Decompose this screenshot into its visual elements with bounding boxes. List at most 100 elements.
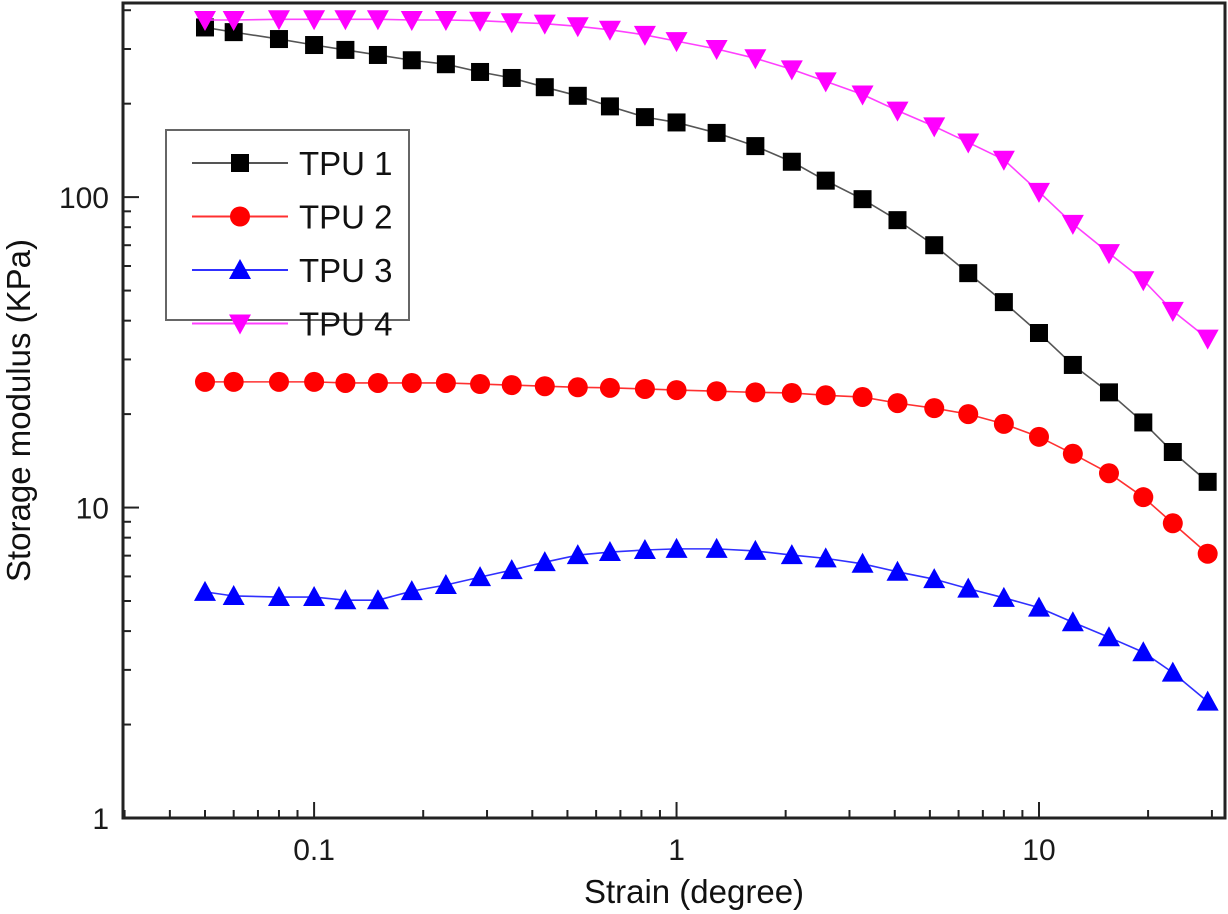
series-tpu-1 (195, 18, 1217, 491)
series-line (204, 548, 1209, 703)
data-point (1197, 543, 1218, 564)
legend-label: TPU 1 (299, 145, 393, 182)
data-point (223, 371, 244, 392)
series-tpu-2 (194, 371, 1218, 564)
data-point (633, 25, 656, 46)
y-tick-label: 10 (76, 493, 109, 526)
axes-layer (123, 9, 1213, 819)
data-point (335, 372, 356, 393)
data-point (566, 17, 589, 38)
data-point (1196, 329, 1219, 350)
data-point (888, 211, 907, 230)
y-tick-label: 100 (59, 182, 109, 215)
data-point (1027, 182, 1050, 203)
data-point (705, 537, 728, 558)
y-tick-label: 1 (92, 803, 109, 836)
series-line (204, 381, 1209, 555)
data-point (334, 589, 357, 610)
data-point (500, 559, 523, 580)
data-point (1097, 244, 1120, 265)
data-point (1062, 443, 1083, 464)
data-point (993, 413, 1014, 434)
legend-item: TPU 1 (192, 145, 393, 182)
data-point (598, 541, 621, 562)
x-axis-title: Strain (degree) (584, 873, 804, 910)
data-point (745, 382, 766, 403)
data-point (368, 45, 387, 64)
data-point (366, 10, 389, 31)
data-point (534, 376, 555, 397)
data-point (471, 62, 490, 81)
data-point (853, 190, 872, 209)
data-point (816, 171, 835, 190)
data-point (957, 133, 980, 154)
data-point (665, 537, 688, 558)
data-point (959, 264, 978, 283)
data-point (815, 385, 836, 406)
data-point (1098, 463, 1119, 484)
data-point (923, 568, 946, 589)
data-point (1132, 271, 1155, 292)
data-point (1097, 626, 1120, 647)
data-point (707, 123, 726, 142)
data-point (814, 72, 837, 93)
x-tick-label: 10 (1022, 834, 1055, 867)
data-point (533, 14, 556, 35)
data-point (1161, 301, 1184, 322)
data-point (781, 382, 802, 403)
legend-item: TPU 2 (192, 199, 393, 236)
legend-label: TPU 3 (299, 252, 393, 289)
data-point (1198, 472, 1217, 491)
data-point (599, 377, 620, 398)
data-point (1029, 324, 1048, 343)
data-point (634, 378, 655, 399)
data-point (1162, 513, 1183, 534)
data-point (635, 108, 654, 127)
data-point (502, 68, 521, 87)
data-point (924, 398, 945, 419)
data-point (305, 36, 324, 55)
data-point (336, 40, 355, 59)
data-point (222, 11, 245, 32)
data-point (1134, 413, 1153, 432)
plot-frame (121, 1, 1227, 820)
legend-box (165, 129, 410, 321)
data-point (1027, 596, 1050, 617)
data-point (267, 10, 290, 31)
legend-marker (229, 314, 251, 335)
data-point (994, 293, 1013, 312)
data-point (194, 371, 215, 392)
data-point (1163, 442, 1182, 461)
data-point (1061, 214, 1084, 235)
data-point (706, 381, 727, 402)
data-point (600, 97, 619, 116)
data-point (958, 404, 979, 425)
data-point (500, 13, 523, 34)
data-point (923, 117, 946, 138)
x-tick-label: 0.1 (293, 834, 335, 867)
data-point (1133, 487, 1154, 508)
legend-marker (229, 259, 251, 279)
data-point (366, 589, 389, 610)
data-point (434, 11, 457, 32)
x-tick-label: 1 (668, 834, 685, 867)
data-point (746, 137, 765, 156)
data-point (400, 11, 423, 32)
data-point (744, 49, 767, 70)
series-tpu-3 (193, 537, 1219, 711)
data-point (303, 586, 326, 607)
data-point (469, 566, 492, 587)
legend-label: TPU 2 (299, 199, 393, 236)
legend-marker (231, 154, 249, 172)
series-tpu-4 (193, 10, 1219, 350)
data-point (470, 374, 491, 395)
data-point (851, 552, 874, 573)
data-point (992, 150, 1015, 171)
data-point (782, 152, 801, 171)
data-point (992, 586, 1015, 607)
data-point (304, 371, 325, 392)
data-point (1132, 641, 1155, 662)
data-point (224, 23, 243, 42)
data-point (1063, 355, 1082, 374)
